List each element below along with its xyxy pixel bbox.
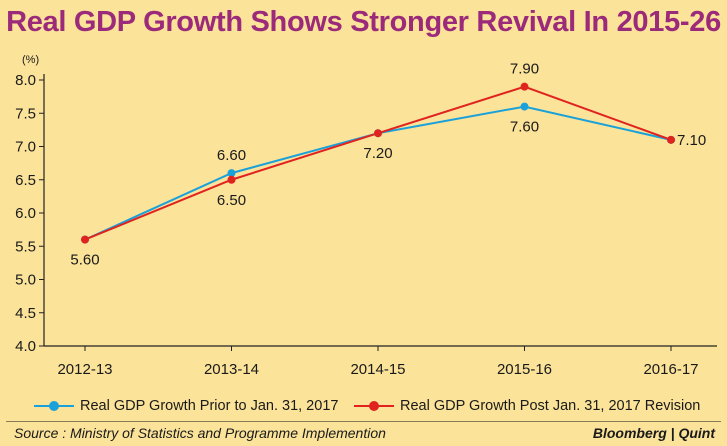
data-point-s1 — [520, 82, 529, 91]
brand-logo: Bloomberg | Quint — [592, 425, 715, 441]
data-point-s0 — [520, 102, 529, 111]
series-line-0 — [84, 105, 672, 241]
chart-title: Real GDP Growth Shows Stronger Revival I… — [6, 6, 721, 38]
legend-dot-post — [369, 401, 379, 411]
y-tick-label: 5.0 — [15, 272, 36, 289]
footer-divider — [6, 421, 721, 422]
x-tick-label: 2016-17 — [643, 361, 698, 378]
data-label-s0: 7.60 — [510, 119, 539, 136]
y-tick-label: 7.0 — [15, 139, 36, 156]
data-label-s1: 7.20 — [363, 145, 392, 162]
data-point-s0 — [227, 169, 236, 178]
data-point-s1 — [667, 135, 675, 144]
x-tick-label: 2013-14 — [204, 361, 259, 378]
legend-label-prior: Real GDP Growth Prior to Jan. 31, 2017 — [80, 398, 339, 414]
data-point-s1 — [227, 175, 236, 184]
y-tick-label: 6.0 — [15, 205, 36, 222]
y-tick-label: 7.5 — [15, 105, 36, 122]
source-note: Source : Ministry of Statistics and Prog… — [14, 425, 386, 441]
y-tick-label: 4.0 — [15, 338, 36, 355]
data-label-s0: 6.60 — [217, 147, 246, 164]
legend-item-post: Real GDP Growth Post Jan. 31, 2017 Revis… — [354, 398, 700, 414]
y-tick-label: 8.0 — [15, 72, 36, 89]
data-point-s1 — [374, 129, 382, 138]
x-tick-label: 2015-16 — [497, 361, 552, 378]
legend-label-post: Real GDP Growth Post Jan. 31, 2017 Revis… — [400, 398, 701, 414]
y-tick-label: 4.5 — [15, 305, 36, 322]
data-label-s1: 6.50 — [217, 192, 246, 209]
legend: Real GDP Growth Prior to Jan. 31, 2017 R… — [0, 398, 727, 418]
y-tick-label: 6.5 — [15, 172, 36, 189]
legend-swatch-post — [354, 399, 394, 413]
x-tick-label: 2012-13 — [57, 361, 112, 378]
x-tick-label: 2014-15 — [350, 361, 405, 378]
data-label-s1: 7.90 — [510, 61, 539, 78]
y-tick-label: 5.5 — [15, 238, 36, 255]
series-line-1 — [84, 85, 672, 241]
legend-item-prior: Real GDP Growth Prior to Jan. 31, 2017 — [34, 398, 338, 414]
data-point-s1 — [81, 235, 89, 244]
legend-swatch-prior — [34, 399, 74, 413]
data-label-s1: 7.10 — [677, 132, 706, 149]
data-label-s1: 5.60 — [70, 252, 99, 269]
y-unit-label: (%) — [22, 54, 39, 66]
legend-dot-prior — [49, 401, 59, 411]
